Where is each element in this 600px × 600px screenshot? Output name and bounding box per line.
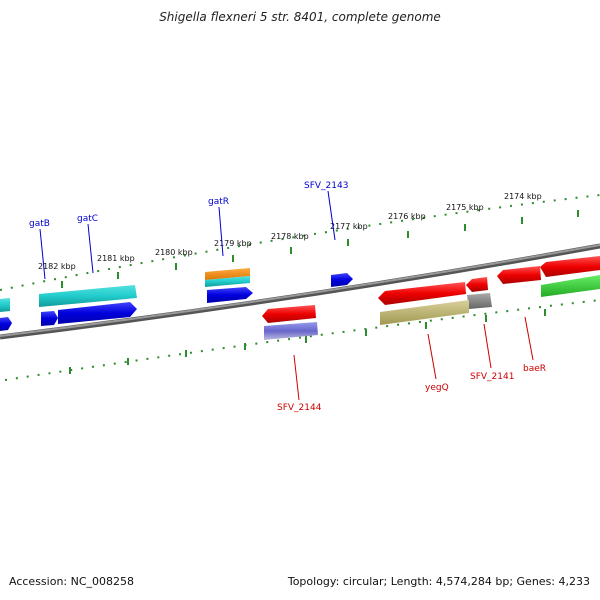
scale-label: 2176 kbp bbox=[388, 212, 426, 221]
reverse-features bbox=[262, 256, 600, 340]
olive-feature bbox=[380, 300, 469, 325]
gene-label-SFV_2141: SFV_2141 bbox=[470, 372, 514, 382]
scale-label: 2179 kbp bbox=[214, 239, 252, 248]
reverse-gene-labels: SFV_2144 yegQ SFV_2141 baeR bbox=[277, 364, 546, 413]
accession-text: Accession: NC_008258 bbox=[9, 575, 135, 588]
map-title: Shigella flexneri 5 str. 8401, complete … bbox=[159, 10, 441, 24]
gene-label-gatR: gatR bbox=[208, 197, 229, 207]
purple-feature bbox=[264, 322, 318, 340]
red-gene-arrow bbox=[540, 256, 600, 277]
genome-summary-text: Topology: circular; Length: 4,574,284 bp… bbox=[287, 575, 590, 588]
scale-label: 2181 kbp bbox=[97, 254, 135, 263]
gene-label-gatC: gatC bbox=[77, 214, 98, 224]
blue-gene-arrow bbox=[58, 302, 137, 324]
scale-label: 2180 kbp bbox=[155, 248, 193, 257]
scale-label: 2174 kbp bbox=[504, 192, 542, 201]
green-feature bbox=[541, 275, 600, 297]
red-gene-arrow bbox=[378, 282, 466, 305]
gene-label-baeR: baeR bbox=[523, 364, 546, 374]
cyan-feature bbox=[0, 298, 10, 312]
red-gene-arrow bbox=[262, 305, 316, 323]
blue-gene-arrow bbox=[331, 273, 353, 287]
blue-gene-arrow bbox=[0, 317, 12, 331]
cyan-feature bbox=[39, 285, 137, 307]
gene-label-SFV_2144: SFV_2144 bbox=[277, 403, 322, 413]
forward-label-leaders bbox=[39, 190, 336, 280]
scale-label: 2182 kbp bbox=[38, 262, 76, 271]
gray-feature bbox=[467, 293, 492, 309]
scale-labels: 2182 kbp 2181 kbp 2180 kbp 2179 kbp 2178… bbox=[38, 192, 542, 271]
gene-label-SFV_2143: SFV_2143 bbox=[304, 181, 348, 191]
gene-label-gatB: gatB bbox=[29, 219, 50, 229]
forward-gene-labels: gatB gatC gatR SFV_2143 bbox=[29, 181, 348, 229]
scale-label: 2177 kbp bbox=[330, 222, 368, 231]
cyan-feature bbox=[205, 276, 250, 287]
forward-features bbox=[0, 268, 353, 331]
reverse-label-leaders bbox=[293, 316, 534, 401]
red-gene-arrow bbox=[497, 266, 541, 284]
scale-label: 2175 kbp bbox=[446, 203, 484, 212]
inner-major-ticks bbox=[69, 309, 546, 374]
blue-gene-arrow bbox=[41, 311, 58, 326]
scale-label: 2178 kbp bbox=[271, 232, 309, 241]
outer-major-ticks bbox=[61, 210, 579, 288]
blue-gene-arrow bbox=[207, 287, 253, 303]
gene-label-yegQ: yegQ bbox=[425, 383, 449, 393]
red-gene-arrow bbox=[466, 277, 488, 292]
